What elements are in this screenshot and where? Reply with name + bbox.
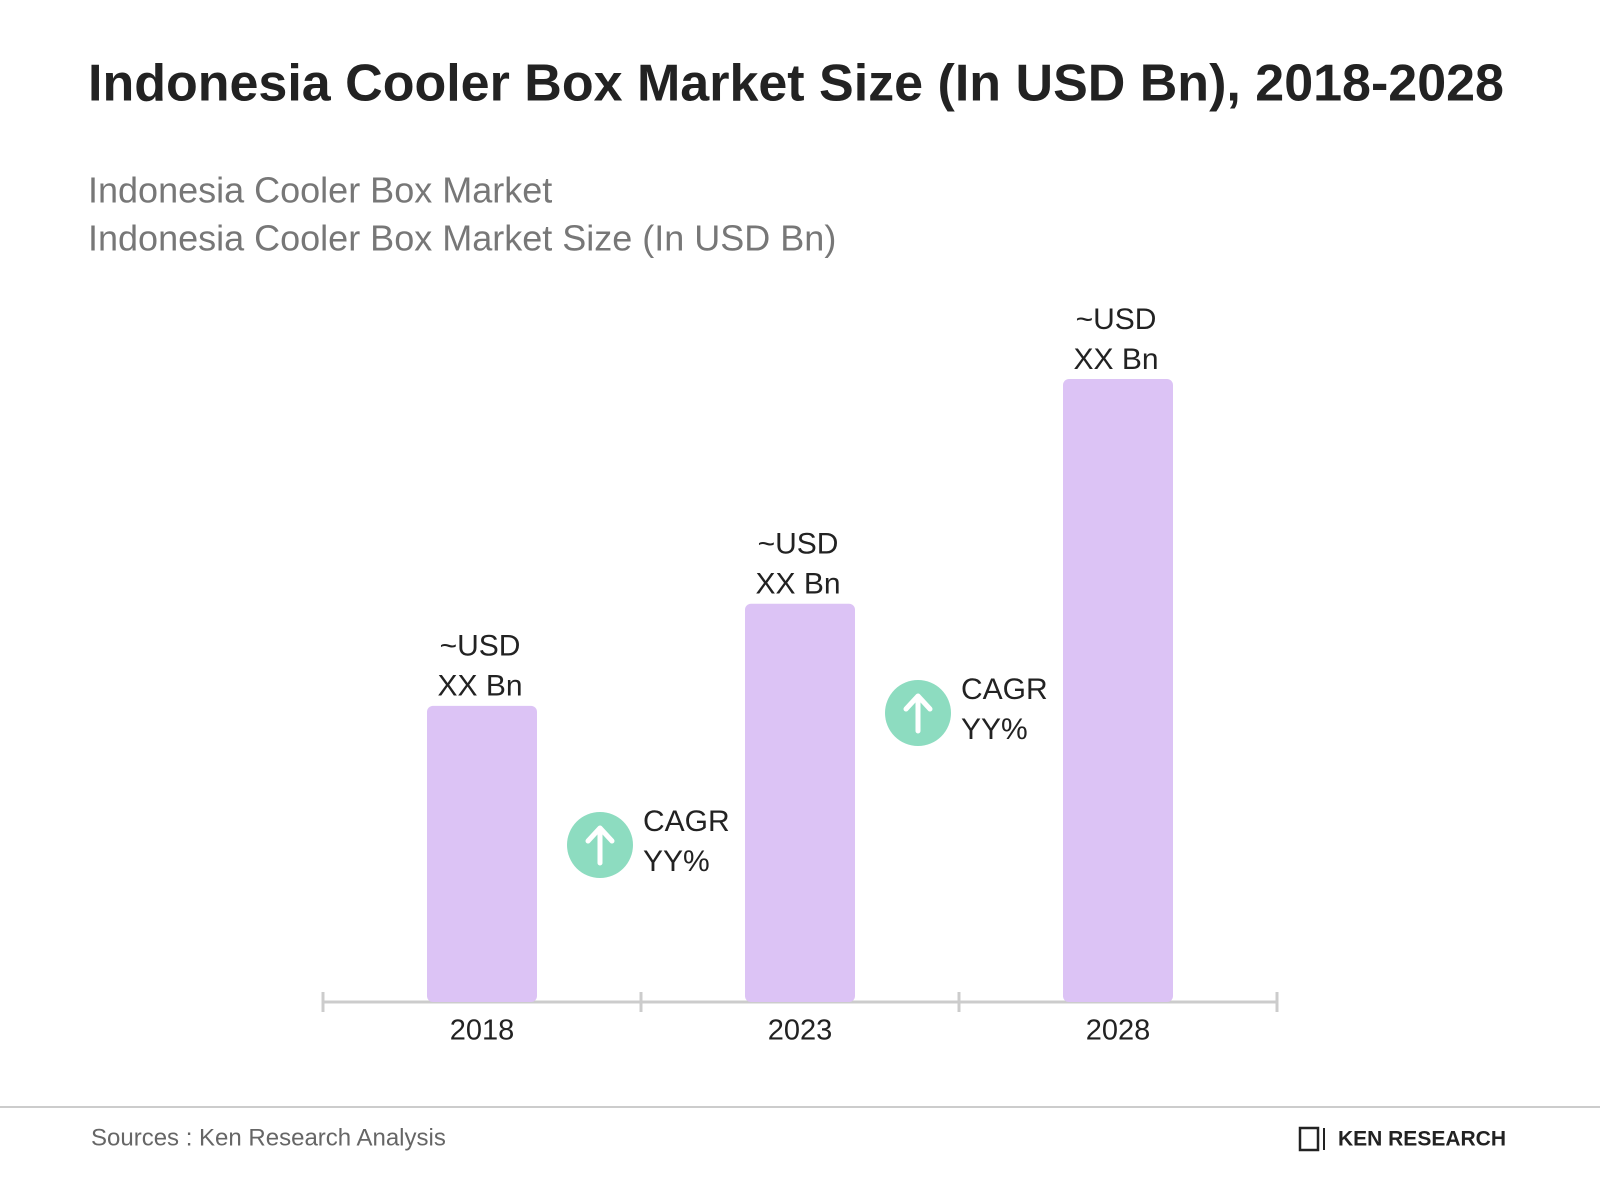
cagr-label: YY%	[961, 713, 1028, 746]
value-label: XX Bn	[1073, 343, 1158, 376]
value-label: ~USD	[440, 630, 521, 663]
cagr-arrow	[903, 693, 933, 734]
x-tick-label: 2023	[768, 1015, 833, 1047]
value-label: ~USD	[758, 528, 839, 561]
subtitle: Indonesia Cooler Box Market Size (In USD…	[88, 218, 836, 259]
logo-icon	[1298, 1126, 1320, 1152]
cagr-label: YY%	[643, 845, 710, 878]
cagr-label: CAGR	[643, 805, 730, 838]
value-label: XX Bn	[755, 568, 840, 601]
subtitle: Indonesia Cooler Box Market	[88, 170, 552, 211]
logo-text: KEN RESEARCH	[1338, 1128, 1506, 1151]
chart-title: Indonesia Cooler Box Market Size (In USD…	[88, 55, 1504, 113]
bar	[745, 603, 855, 1002]
cagr-label: CAGR	[961, 673, 1048, 706]
logo: KEN RESEARCH	[1298, 1126, 1506, 1152]
value-label: ~USD	[1076, 303, 1157, 336]
bar	[427, 705, 537, 1002]
x-tick-label: 2018	[450, 1015, 515, 1047]
value-label: XX Bn	[437, 670, 522, 703]
bar	[1063, 379, 1173, 1002]
x-tick-label: 2028	[1086, 1015, 1151, 1047]
source: Sources : Ken Research Analysis	[91, 1124, 446, 1151]
cagr-arrow	[585, 825, 615, 866]
